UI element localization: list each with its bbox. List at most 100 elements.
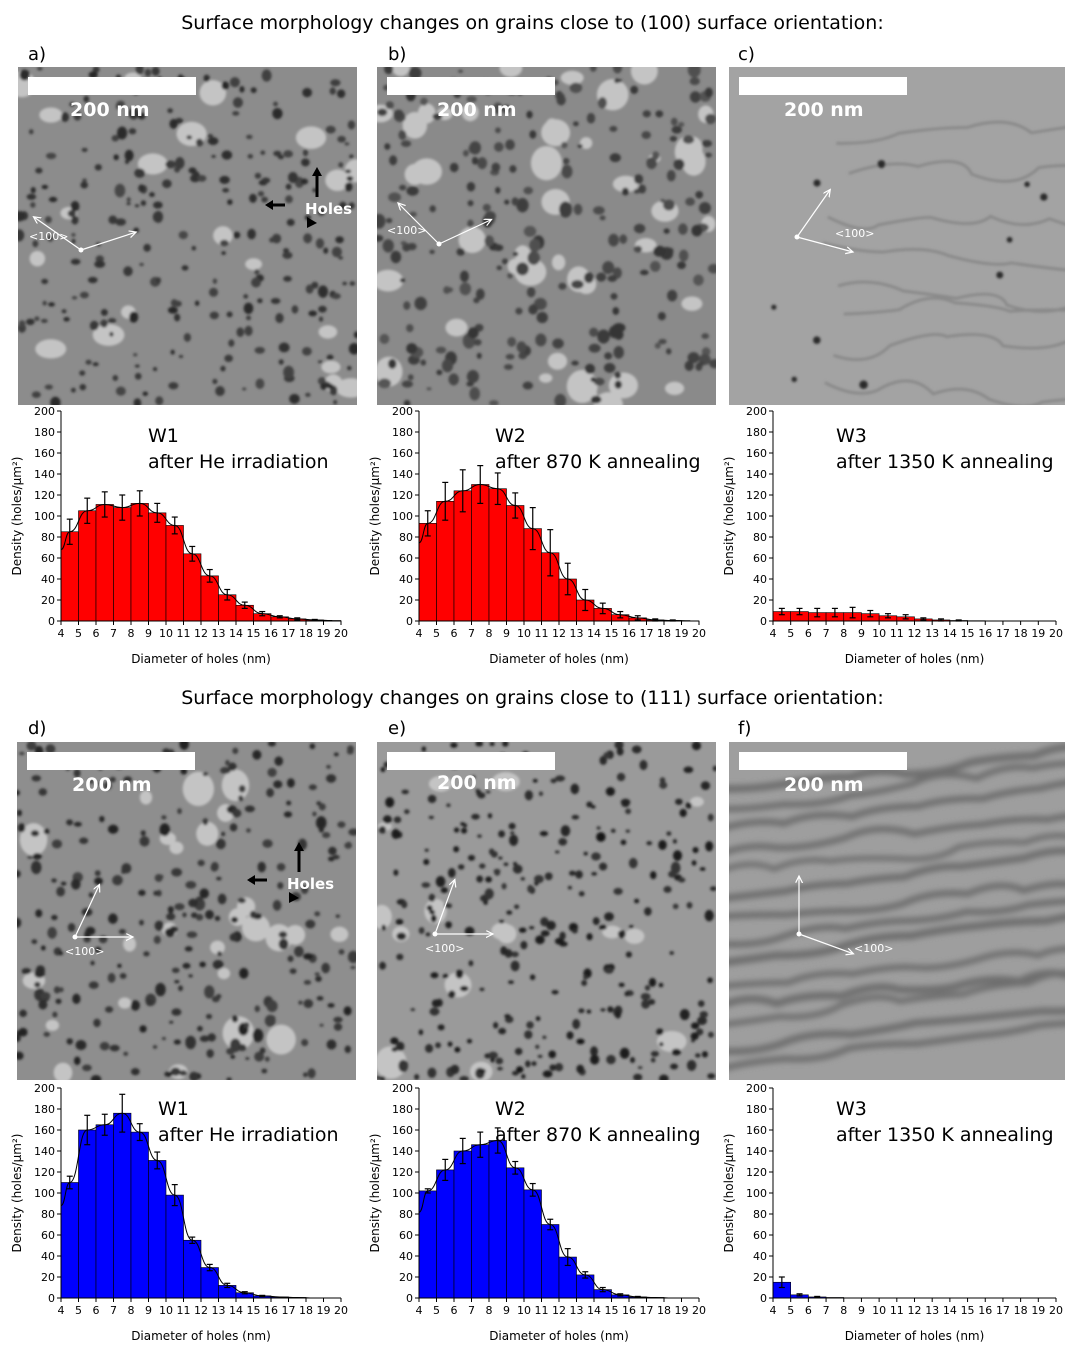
hole <box>524 790 533 801</box>
hole <box>338 256 344 260</box>
hole <box>612 67 623 74</box>
hole <box>273 780 283 789</box>
hole <box>619 234 628 244</box>
hole <box>527 251 540 265</box>
hole <box>92 362 99 367</box>
x-tick-label: 20 <box>1049 627 1063 640</box>
micrograph-a: <100> Holes 200 nm <box>18 67 357 405</box>
bright-feature <box>182 771 215 807</box>
sample-name-a: W1 <box>148 425 179 447</box>
hole <box>43 1031 50 1037</box>
hole <box>646 157 657 170</box>
hole <box>335 236 344 244</box>
hole <box>684 360 694 371</box>
x-tick-label: 13 <box>925 1304 939 1317</box>
hole <box>273 150 282 157</box>
hole <box>498 830 506 838</box>
hole <box>154 920 164 931</box>
hole <box>31 860 42 875</box>
sample-caption-f: after 1350 K annealing <box>836 1124 1054 1146</box>
hole <box>510 960 520 972</box>
hole <box>52 1011 58 1018</box>
hole <box>707 977 713 984</box>
hole <box>518 927 527 933</box>
hole <box>227 199 233 205</box>
hole <box>219 175 230 184</box>
hole <box>469 141 482 155</box>
x-tick-label: 7 <box>468 1304 475 1317</box>
hole <box>644 985 651 991</box>
hole <box>498 1027 507 1035</box>
hole <box>616 79 623 83</box>
x-tick-label: 11 <box>535 627 549 640</box>
hole <box>378 378 391 389</box>
hole <box>691 742 702 751</box>
hole <box>231 809 242 818</box>
hole <box>232 97 244 108</box>
hole <box>126 202 131 206</box>
hole <box>267 767 277 777</box>
hole <box>649 871 657 880</box>
y-tick-label: 100 <box>746 510 767 523</box>
hole <box>88 892 94 898</box>
hole <box>318 803 326 811</box>
hole <box>199 1035 210 1042</box>
x-tick-label: 12 <box>552 627 566 640</box>
hole <box>70 200 80 212</box>
hole <box>502 104 511 114</box>
hole <box>672 850 683 861</box>
x-tick-label: 12 <box>908 1304 922 1317</box>
x-tick-label: 10 <box>517 1304 531 1317</box>
hole <box>650 1050 659 1057</box>
hole <box>353 331 357 339</box>
panel-letter-d: d) <box>28 718 47 739</box>
hole <box>286 778 295 788</box>
hole <box>117 963 122 968</box>
hole <box>443 286 451 294</box>
hole <box>259 1047 266 1054</box>
hole <box>144 68 152 77</box>
hole <box>584 363 596 374</box>
hole <box>328 846 337 856</box>
hole <box>152 1045 158 1049</box>
hole <box>225 759 230 766</box>
hole <box>302 87 313 98</box>
hole <box>330 79 341 87</box>
hole <box>562 157 570 165</box>
hole <box>83 936 91 943</box>
hole <box>289 968 297 975</box>
histogram-bar <box>165 525 184 622</box>
hole <box>183 333 192 342</box>
hole <box>663 228 670 234</box>
hole <box>173 1039 181 1045</box>
hole <box>692 846 699 854</box>
hole <box>401 789 409 795</box>
direction-origin <box>796 931 802 937</box>
hole <box>182 912 187 918</box>
hole <box>396 953 404 961</box>
hole <box>336 89 346 99</box>
bright-feature <box>539 373 553 383</box>
hole <box>233 231 241 239</box>
hole <box>535 1016 541 1022</box>
hole <box>34 981 41 988</box>
histogram-bar <box>541 1224 560 1299</box>
x-tick-label: 15 <box>605 627 619 640</box>
hole <box>384 67 394 75</box>
hole <box>94 877 103 885</box>
hole <box>511 197 519 206</box>
hole <box>665 348 672 355</box>
x-tick-label: 10 <box>159 627 173 640</box>
hole <box>191 245 197 251</box>
hole <box>459 282 472 296</box>
hole <box>406 324 414 333</box>
hole <box>555 850 560 854</box>
scale-bar-label: 200 nm <box>784 99 864 121</box>
hole <box>154 873 163 882</box>
hole <box>38 999 48 1010</box>
bright-feature <box>461 103 479 122</box>
hole <box>133 353 138 357</box>
y-tick-label: 200 <box>34 1083 55 1095</box>
surface-ridge <box>729 898 1065 948</box>
